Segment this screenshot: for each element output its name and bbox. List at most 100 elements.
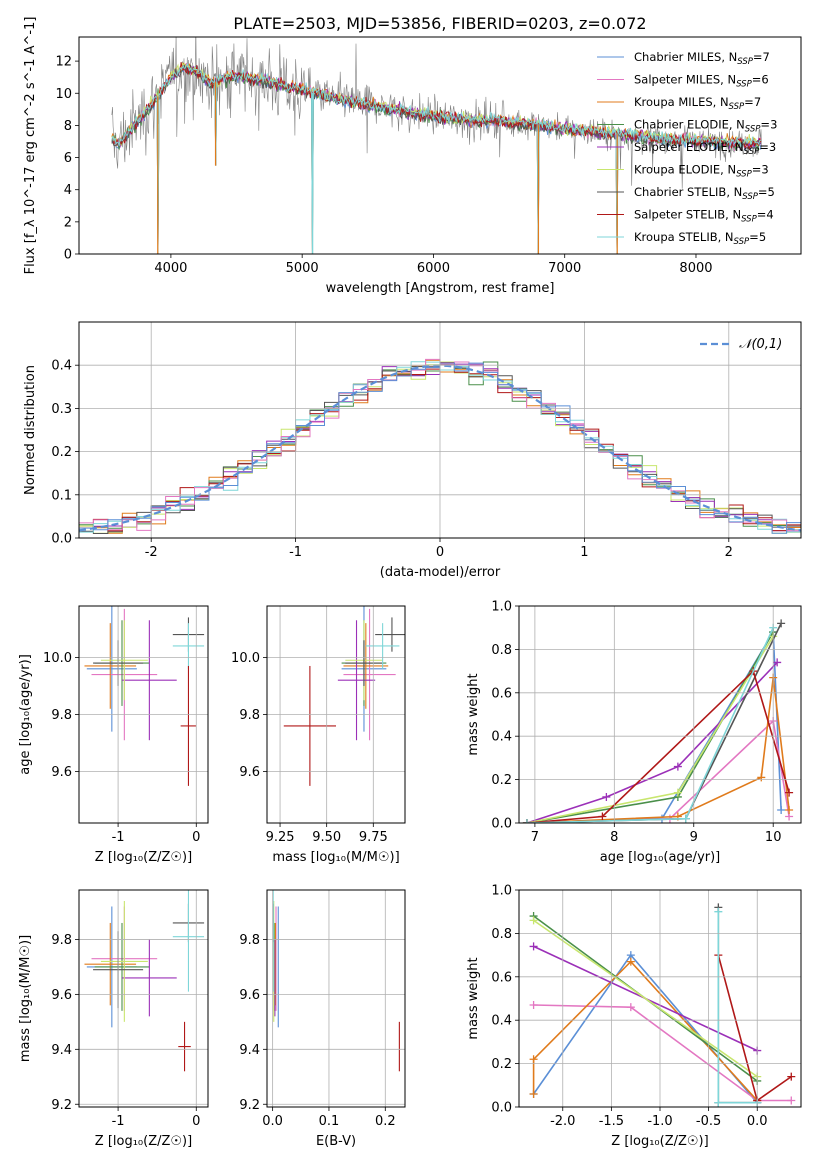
y-tick-label: 0.0 xyxy=(491,1101,512,1116)
x-tick-label: 8000 xyxy=(679,261,712,276)
x-tick-label: -2 xyxy=(145,545,158,560)
x-tick-label: -1 xyxy=(112,1114,125,1129)
data-point xyxy=(84,922,137,1006)
data-point xyxy=(343,623,389,709)
y-tick-label: 0.4 xyxy=(51,359,72,374)
y-axis-label: mass weight xyxy=(466,673,481,755)
y-tick-label: 9.6 xyxy=(51,988,72,1003)
weight-marker xyxy=(785,788,794,797)
legend-label: Kroupa MILES, NSSP=7 xyxy=(634,95,761,112)
legend-label-text: Kroupa STELIB, N xyxy=(634,230,734,244)
x-tick-label: 7 xyxy=(531,830,539,845)
weight-marker xyxy=(529,942,538,951)
weight-marker xyxy=(529,1001,538,1010)
model-spectrum-kroupa-elodie xyxy=(111,62,762,148)
x-tick-label: -0.5 xyxy=(696,1114,721,1129)
legend-label: Chabrier ELODIE, NSSP=3 xyxy=(634,118,777,135)
legend-equals: = xyxy=(749,230,759,244)
weight_vs_age-plot-area xyxy=(522,619,794,823)
plot-age_vs_Z: -1 0 9.6 9.8 10.0 Z [log₁₀(Z/Z☉)] age [log₁₀(a… xyxy=(18,605,209,865)
data-point xyxy=(180,665,197,786)
weight-marker xyxy=(626,957,635,966)
y-tick-label: 0.3 xyxy=(51,402,72,417)
y-tick-label: 0.0 xyxy=(491,817,512,832)
weight-marker xyxy=(626,1003,635,1012)
legend-n: 3 xyxy=(770,118,777,132)
x-tick-label: -1.5 xyxy=(599,1114,624,1129)
y-axis-label: mass [log₁₀(M/M☉)] xyxy=(18,935,33,1062)
x-axis-label: Z [log₁₀(Z/Z☉)] xyxy=(95,1134,192,1149)
y-axis-label: age [log₁₀(age/yr)] xyxy=(18,654,33,775)
x-axis-label: Z [log₁₀(Z/Z☉)] xyxy=(611,1134,708,1149)
y-tick-label: 0.1 xyxy=(51,488,72,503)
data-point xyxy=(343,608,396,741)
x-tick-label: 9 xyxy=(690,830,698,845)
legend-label-text: Chabrier STELIB, N xyxy=(634,185,742,199)
legend-label-text: Kroupa MILES, N xyxy=(634,95,729,109)
y-tick-label: 8 xyxy=(64,119,72,134)
y-tick-label: 9.2 xyxy=(51,1098,72,1113)
plot-weight_vs_Z: -2.0 -1.5 -1.0 -0.5 0.0 0.0 0.2 0.4 0.6 0.8 1.0 Z [… xyxy=(466,884,802,1149)
mass_vs_ebv-plot-area xyxy=(272,890,400,1072)
plot-mass_vs_ebv: 0.0 0.1 0.2 9.2 9.4 9.6 9.8 E(B-V) xyxy=(239,889,406,1149)
legend-subscript: SSP xyxy=(729,102,745,112)
x-tick-label: 0.2 xyxy=(375,1114,396,1129)
data-point xyxy=(172,890,205,992)
y-tick-label: 0.8 xyxy=(491,643,512,658)
weight-marker xyxy=(773,658,782,667)
plot-residuals: -2 -1 0 1 2 0.0 0.1 0.2 0.3 0.4 (data-model)/error… xyxy=(23,321,802,580)
y-tick-label: 0.4 xyxy=(491,1014,512,1029)
mass_vs_Z-plot-area xyxy=(84,890,205,1072)
weight-marker xyxy=(787,1096,796,1105)
weight-marker xyxy=(681,814,690,823)
y-tick-label: 0.2 xyxy=(51,445,72,460)
x-tick-label: 8 xyxy=(610,830,618,845)
legend-label: Salpeter STELIB, NSSP=4 xyxy=(634,208,774,225)
x-tick-label: 5000 xyxy=(286,261,319,276)
y-tick-label: 4 xyxy=(64,183,72,198)
plot-age_vs_mass: 9.25 9.50 9.75 9.6 9.8 10.0 mass [log₁₀(M/M☉)] xyxy=(231,605,406,865)
data-point xyxy=(178,1021,191,1072)
y-tick-label: 0.2 xyxy=(491,773,512,788)
axes-frame xyxy=(78,605,209,824)
legend-n: 3 xyxy=(761,163,768,177)
legend-label: Chabrier MILES, NSSP=7 xyxy=(634,50,770,67)
legend-label-text: Chabrier MILES, N xyxy=(634,50,737,64)
x-axis-label: (data-model)/error xyxy=(380,565,501,580)
data-point xyxy=(86,606,137,732)
data-point xyxy=(172,623,205,669)
weight-series-kroupa-miles xyxy=(532,960,758,1102)
legend-equals: = xyxy=(757,208,767,222)
x-tick-label: 7000 xyxy=(548,261,581,276)
legend-subscript: SSP xyxy=(741,215,757,225)
x-tick-label: 4000 xyxy=(154,261,187,276)
x-tick-label: 0.1 xyxy=(319,1114,340,1129)
data-point xyxy=(84,623,137,709)
y-tick-label: 1.0 xyxy=(491,600,512,615)
weight-marker xyxy=(529,916,538,925)
y-tick-label: 0.4 xyxy=(491,730,512,745)
y-tick-label: 0.6 xyxy=(491,686,512,701)
weight-series-salpeter-elodie xyxy=(526,661,778,823)
x-tick-label: 10 xyxy=(765,830,782,845)
weight-marker xyxy=(777,619,786,628)
x-axis-label: mass [log₁₀(M/M☉)] xyxy=(272,850,399,865)
axes-frame xyxy=(78,889,209,1108)
legend-equals: = xyxy=(753,50,763,64)
y-tick-label: 12 xyxy=(55,55,72,70)
legend-label: 𝒩(0,1) xyxy=(739,337,782,352)
plot-weight_vs_age: 7 8 9 10 0.0 0.2 0.4 0.6 0.8 1.0 age [log₁₀(age/yr… xyxy=(466,600,802,865)
x-tick-label: 0 xyxy=(436,545,444,560)
x-tick-label: 0 xyxy=(192,830,200,845)
legend-n: 3 xyxy=(769,140,776,154)
weight-series-salpeter-miles xyxy=(533,1004,792,1102)
legend-label-text: Salpeter STELIB, N xyxy=(634,208,741,222)
age_vs_mass-plot-area xyxy=(283,606,405,786)
y-axis-label: mass weight xyxy=(466,957,481,1039)
legend-equals: = xyxy=(752,73,762,87)
legend-subscript: SSP xyxy=(736,170,752,180)
legend-label-text: Kroupa ELODIE, N xyxy=(634,163,736,177)
legend-label-text: Chabrier ELODIE, N xyxy=(634,118,745,132)
